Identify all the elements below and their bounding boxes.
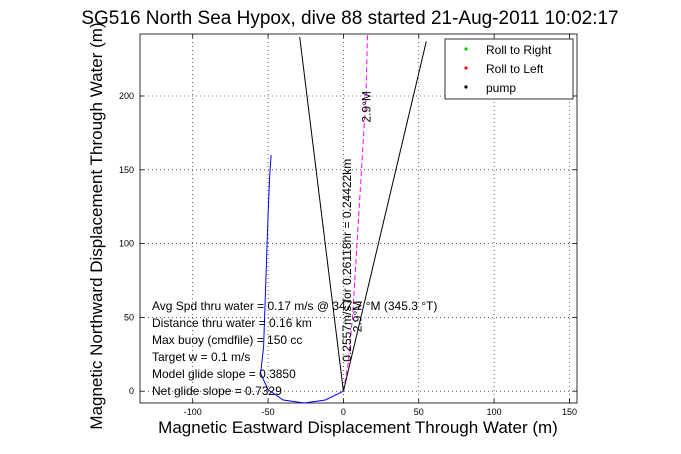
y-tick-label: 200 (119, 91, 134, 101)
series-line (299, 36, 344, 392)
x-axis-label: Magnetic Eastward Displacement Through W… (158, 418, 558, 437)
x-tick-label: 50 (414, 407, 424, 417)
legend: Roll to Right Roll to Left pump (444, 38, 574, 100)
rotated-segment-label: 0.2557m/s for 0.26118hr = 0.24422km (340, 159, 354, 362)
legend-label: pump (486, 81, 516, 95)
legend-marker (464, 66, 468, 70)
rotated-segment-label: 2.9°M (351, 301, 365, 332)
stats-annotation: Avg Spd thru water = 0.17 m/s @ 347.7 °M… (152, 299, 437, 313)
chart-title: SG516 North Sea Hypox, dive 88 started 2… (81, 8, 618, 29)
legend-marker (464, 85, 468, 89)
stats-annotation: Model glide slope = 0.3850 (152, 367, 296, 381)
y-tick-label: 0 (129, 386, 134, 396)
legend-label: Roll to Left (486, 62, 544, 76)
stats-annotation: Max buoy (cmdfile) = 150 cc (152, 333, 302, 347)
y-tick-label: 50 (124, 312, 134, 322)
stats-annotation: Target w = 0.1 m/s (152, 350, 250, 364)
stats-annotation: Net glide slope = 0.7329 (152, 384, 282, 398)
legend-entries: Roll to Right Roll to Left pump (464, 43, 552, 95)
series-line (342, 33, 368, 392)
y-tick-labels: 0 50 100 150 200 (119, 91, 134, 396)
x-tick-label: 100 (487, 407, 502, 417)
legend-label: Roll to Right (486, 43, 552, 57)
x-tick-label: -50 (262, 407, 275, 417)
legend-marker (464, 47, 468, 51)
series-line (260, 154, 344, 404)
rotated-label-layer: 0.2557m/s for 0.26118hr = 0.24422km2.9°M… (340, 91, 374, 362)
annotation-block: Avg Spd thru water = 0.17 m/s @ 347.7 °M… (152, 299, 437, 398)
tick-marks (140, 34, 577, 403)
x-tick-label: 0 (341, 407, 346, 417)
x-tick-label: 150 (562, 407, 577, 417)
x-tick-label: -100 (184, 407, 202, 417)
y-tick-label: 150 (119, 165, 134, 175)
stats-annotation: Distance thru water = 0.16 km (152, 316, 312, 330)
rotated-segment-label: 2.9°M (360, 91, 374, 122)
y-axis-label: Magnetic Northward Displacement Through … (87, 22, 106, 429)
x-tick-labels: -100 -50 0 50 100 150 (184, 407, 577, 417)
series-line (342, 41, 427, 392)
y-tick-label: 100 (119, 239, 134, 249)
series-layer (260, 33, 427, 404)
